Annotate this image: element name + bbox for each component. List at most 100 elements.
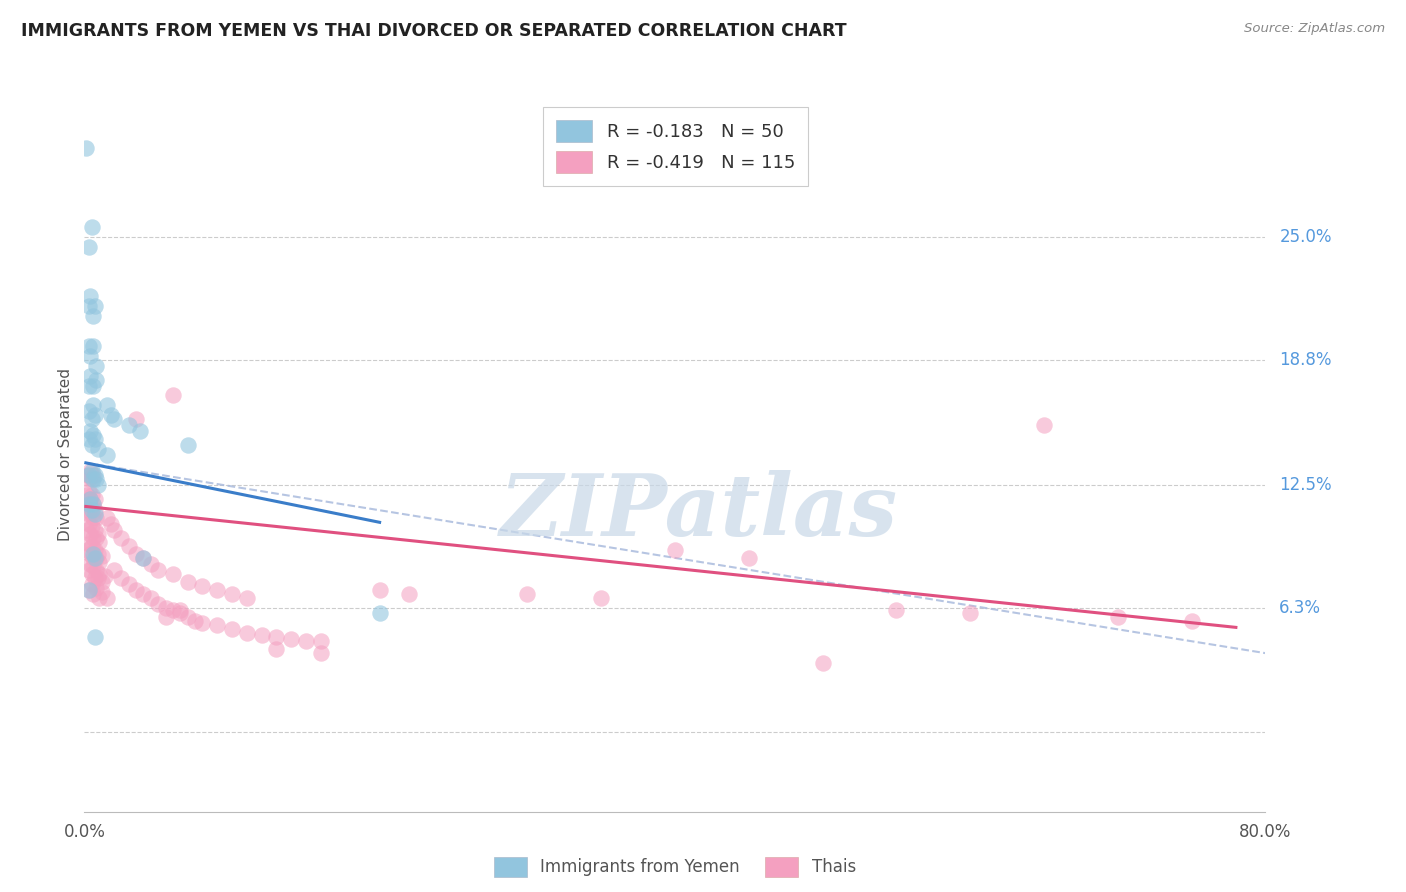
Point [309,634,332,648]
Point [84,581,107,595]
Point [84,373,107,387]
Point [77,498,100,512]
Point [79,289,101,303]
Point [132,587,155,601]
Point [82,378,104,392]
Text: 25.0%: 25.0% [1279,227,1331,246]
Point [177,610,200,624]
Point [76,543,98,558]
Point [77,404,100,418]
Point [83,467,105,482]
Point [118,418,141,433]
Point [77,339,100,353]
Point [76,523,98,537]
Point [87,566,111,581]
Point [80,438,103,452]
Point [79,527,101,541]
Point [886,602,908,616]
Point [96,591,118,605]
Point [86,527,108,541]
Point [205,582,228,597]
Point [103,523,125,537]
Point [82,498,104,512]
Text: 12.5%: 12.5% [1279,475,1331,493]
Point [664,543,686,558]
Point [77,299,100,313]
Point [76,467,98,482]
Point [125,547,148,561]
Point [79,498,101,512]
Point [205,618,228,632]
Point [110,571,132,585]
Point [79,424,101,438]
Point [82,472,104,486]
Point [83,409,105,423]
Point [79,491,101,506]
Point [80,576,103,591]
Point [82,558,104,573]
Text: Source: ZipAtlas.com: Source: ZipAtlas.com [1244,22,1385,36]
Point [162,602,184,616]
Point [139,557,162,571]
Point [82,339,104,353]
Point [82,428,104,442]
Point [100,409,122,423]
Point [80,519,103,533]
Point [79,464,101,478]
Point [280,632,302,647]
Point [75,141,97,155]
Point [82,398,104,412]
Point [148,597,170,611]
Point [177,574,200,589]
Point [96,448,118,462]
Point [77,378,100,392]
Point [86,477,108,491]
Y-axis label: Divorced or Separated: Divorced or Separated [58,368,73,541]
Point [591,591,613,605]
Point [162,566,184,581]
Point [80,487,103,501]
Point [80,508,103,522]
Point [221,587,243,601]
Point [79,491,101,506]
Point [368,582,391,597]
Point [77,467,100,482]
Point [129,424,152,438]
Point [86,571,108,585]
Point [83,571,105,585]
Point [94,569,117,583]
Point [77,582,100,597]
Point [77,517,100,532]
Point [264,630,288,644]
Point [77,563,100,577]
Point [77,537,100,551]
Point [79,349,101,363]
Point [103,563,125,577]
Point [80,219,103,234]
Point [77,472,100,486]
Point [82,551,104,566]
Point [162,388,184,402]
Point [125,582,148,597]
Point [177,438,200,452]
Point [91,584,114,599]
Point [191,579,214,593]
Point [77,240,100,254]
Point [155,610,177,624]
Point [76,487,98,501]
Point [84,511,107,525]
Point [309,646,332,660]
Point [84,531,107,545]
Point [169,602,191,616]
Point [516,587,538,601]
Point [118,539,141,553]
Point [82,511,104,525]
Point [84,359,107,373]
Point [103,412,125,426]
Point [80,464,103,478]
Point [83,503,105,517]
Point [77,508,100,522]
Text: 6.3%: 6.3% [1279,599,1322,616]
Point [84,551,107,566]
Point [82,547,104,561]
